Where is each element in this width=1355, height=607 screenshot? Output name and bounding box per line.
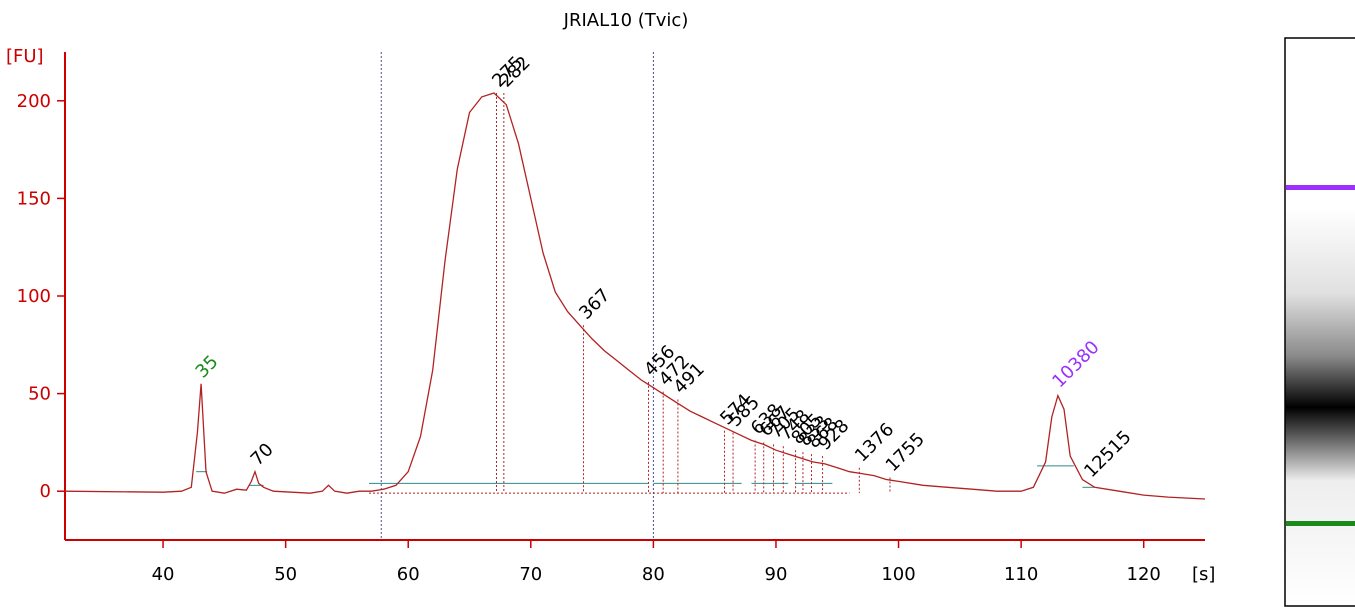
peak-label: 12515 — [1080, 427, 1135, 482]
x-tick-label: 40 — [152, 564, 175, 585]
y-tick-label: 200 — [17, 91, 51, 112]
y-tick-label: 150 — [17, 188, 51, 209]
gel-lane-background — [1284, 37, 1355, 607]
x-tick-label: 120 — [1127, 564, 1161, 585]
x-tick-label: 100 — [881, 564, 915, 585]
peak-label: 367 — [575, 285, 614, 324]
series-line — [64, 92, 1206, 500]
x-tick-label: 90 — [765, 564, 788, 585]
x-axis-label: [s] — [1192, 564, 1215, 585]
plot-area: 0 50 100 150 200 [FU] 40 50 60 70 80 90 100 110 120 [s]… — [6, 46, 1215, 585]
x-tick-label: 80 — [642, 564, 665, 585]
chart-title: JRIAL10 (Tvic) — [563, 10, 689, 31]
y-axis-label: [FU] — [6, 46, 44, 67]
x-tick-label: 110 — [1004, 564, 1038, 585]
peak-label: 10380 — [1048, 337, 1103, 392]
lower-marker-band — [1286, 521, 1355, 526]
gel-lane — [1284, 37, 1355, 607]
peak-label: 70 — [247, 439, 278, 470]
y-tick-label: 50 — [28, 384, 51, 405]
peak-label: 35 — [192, 351, 223, 382]
x-tick-label: 70 — [519, 564, 542, 585]
y-tick-label: 0 — [40, 481, 51, 502]
y-tick-label: 100 — [17, 286, 51, 307]
x-tick-label: 50 — [274, 564, 297, 585]
upper-marker-band — [1286, 185, 1355, 190]
x-tick-label: 60 — [397, 564, 420, 585]
